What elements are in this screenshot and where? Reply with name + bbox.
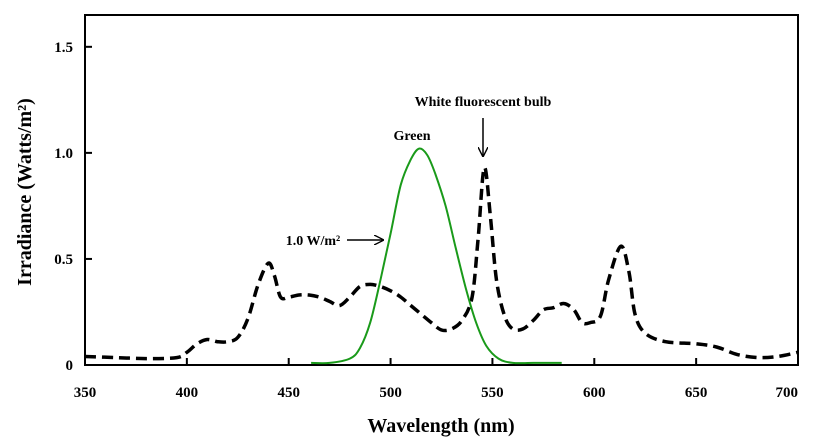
annotation-bulb-label: White fluorescent bulb (415, 95, 552, 110)
y-axis-title: Irradiance (Watts/m²) (14, 98, 36, 286)
x-tick-label: 400 (176, 385, 199, 401)
annotation-area-label: 1.0 W/m² (286, 234, 341, 249)
x-tick-label: 550 (481, 385, 504, 401)
x-axis-title: Wavelength (nm) (367, 415, 514, 437)
annotation-green-label: Green (393, 129, 430, 144)
y-tick-label: 1.0 (54, 146, 73, 162)
x-tick-label: 500 (379, 385, 402, 401)
series-line-green (311, 147, 562, 365)
y-tick-label: 1.5 (54, 40, 73, 56)
x-axis-ticks: 350 400 450 500 550 600 650 700 (74, 358, 799, 401)
x-tick-label: 450 (277, 385, 300, 401)
x-tick-label: 350 (74, 385, 97, 401)
y-axis-ticks: 0 0.5 1.0 1.5 (54, 40, 92, 374)
series-layer (84, 147, 799, 365)
y-tick-label: 0 (66, 358, 74, 374)
x-tick-label: 650 (685, 385, 708, 401)
series-line-fluorescent-bulb (84, 165, 799, 361)
plot-frame (84, 14, 799, 366)
x-tick-label: 600 (583, 385, 606, 401)
y-tick-label: 0.5 (54, 252, 73, 268)
x-tick-label: 700 (776, 385, 799, 401)
